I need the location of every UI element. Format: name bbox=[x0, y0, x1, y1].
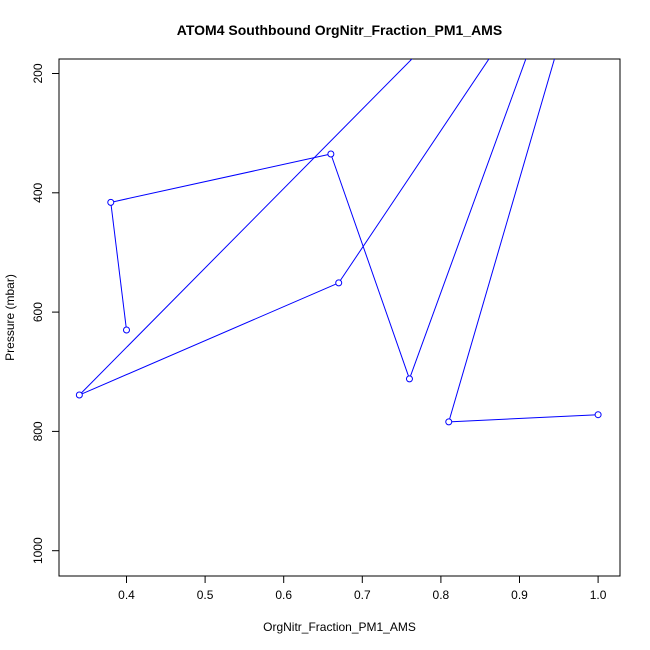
y-axis: 200 400 600 800 1000 bbox=[31, 63, 60, 564]
series-line-segment bbox=[451, 414, 596, 423]
series-layer bbox=[75, 59, 602, 426]
x-axis-title: OrgNitr_Fraction_PM1_AMS bbox=[263, 620, 416, 634]
series-line-segment bbox=[449, 59, 555, 420]
x-tick-label: 0.5 bbox=[197, 588, 214, 602]
data-point-marker bbox=[445, 418, 453, 426]
x-tick-label: 0.7 bbox=[354, 588, 371, 602]
series-line-segment bbox=[410, 59, 527, 377]
series-line-segment bbox=[110, 205, 127, 328]
data-point-marker bbox=[594, 411, 602, 419]
x-tick-label: 0.8 bbox=[433, 588, 450, 602]
data-point-marker bbox=[123, 326, 130, 334]
data-point-marker bbox=[335, 279, 343, 287]
chart-title: ATOM4 Southbound OrgNitr_Fraction_PM1_AM… bbox=[177, 22, 502, 38]
x-tick-label: 0.6 bbox=[275, 588, 292, 602]
series-line-segment bbox=[113, 154, 329, 203]
y-tick-label: 600 bbox=[31, 302, 45, 322]
data-point-marker bbox=[107, 198, 115, 206]
y-axis-title: Pressure (mbar) bbox=[3, 274, 17, 361]
y-tick-label: 1000 bbox=[31, 537, 45, 564]
series-line-segment bbox=[339, 59, 490, 281]
data-point-marker bbox=[75, 391, 83, 399]
y-tick-label: 400 bbox=[31, 182, 45, 202]
data-point-marker bbox=[327, 150, 335, 158]
y-tick-label: 200 bbox=[31, 63, 45, 83]
x-axis: 0.4 0.5 0.6 0.7 0.8 0.9 1.0 bbox=[118, 575, 607, 602]
plot-frame bbox=[58, 58, 621, 577]
series-line-segment bbox=[81, 283, 337, 395]
y-tick-label: 800 bbox=[31, 421, 45, 441]
data-point-marker bbox=[405, 375, 413, 383]
x-tick-label: 0.9 bbox=[511, 588, 528, 602]
series-line-segment bbox=[331, 156, 409, 377]
series-line-segment bbox=[81, 59, 413, 394]
x-tick-label: 1.0 bbox=[590, 588, 607, 602]
x-tick-label: 0.4 bbox=[118, 588, 135, 602]
